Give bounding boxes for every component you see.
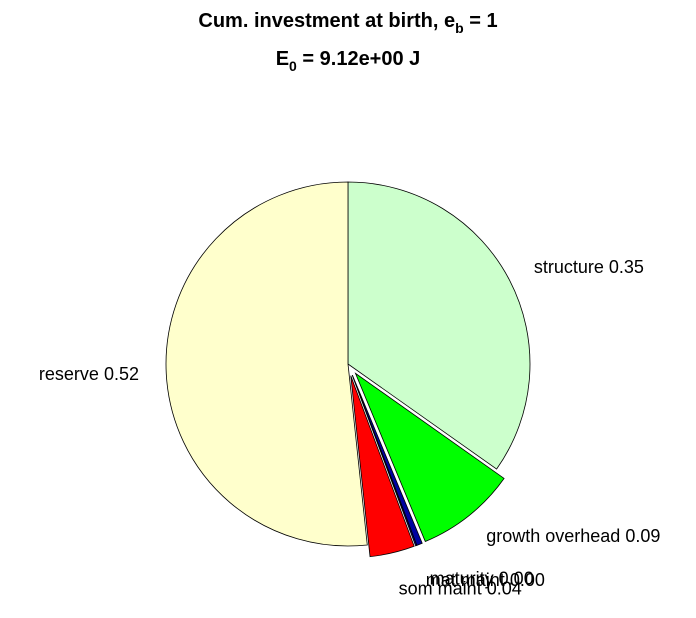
subtitle-part: E	[276, 48, 289, 70]
slice-name: som maint	[399, 578, 482, 598]
slice-label: growth overhead 0.09	[486, 526, 660, 546]
slice-name: reserve	[39, 364, 99, 384]
slice-value: 0.35	[609, 257, 644, 277]
slice-label: reserve 0.52	[39, 364, 139, 384]
slice-label: maturity 0.00	[430, 568, 534, 588]
slice-value: 0.00	[510, 570, 545, 590]
slice-value: 0.09	[625, 526, 660, 546]
slice-value: 0.00	[499, 568, 534, 588]
chart-title: Cum. investment at birth, eb = 1	[198, 10, 497, 35]
slice-value: 0.04	[487, 578, 522, 598]
title-subscript: b	[455, 20, 464, 36]
pie-slice	[351, 375, 418, 547]
slice-label: mat maint 0.00	[426, 570, 545, 590]
slice-name: maturity	[430, 568, 494, 588]
pie-slice	[350, 375, 415, 558]
title-part: = 1	[464, 10, 498, 32]
pie-slice	[347, 181, 531, 470]
title-part: Cum. investment at birth, e	[198, 10, 455, 32]
pie-slice	[354, 372, 505, 542]
slice-name: growth overhead	[486, 526, 620, 546]
slice-name: mat maint	[426, 570, 505, 590]
slice-value: 0.52	[104, 364, 139, 384]
slice-name: structure	[534, 257, 604, 277]
slice-label: structure 0.35	[534, 257, 644, 277]
slice-label: som maint 0.04	[399, 578, 522, 598]
subtitle-subscript: 0	[289, 58, 297, 74]
chart-subtitle: E0 = 9.12e+00 J	[276, 48, 421, 73]
subtitle-part: = 9.12e+00 J	[297, 48, 420, 70]
pie-slice	[165, 181, 368, 547]
